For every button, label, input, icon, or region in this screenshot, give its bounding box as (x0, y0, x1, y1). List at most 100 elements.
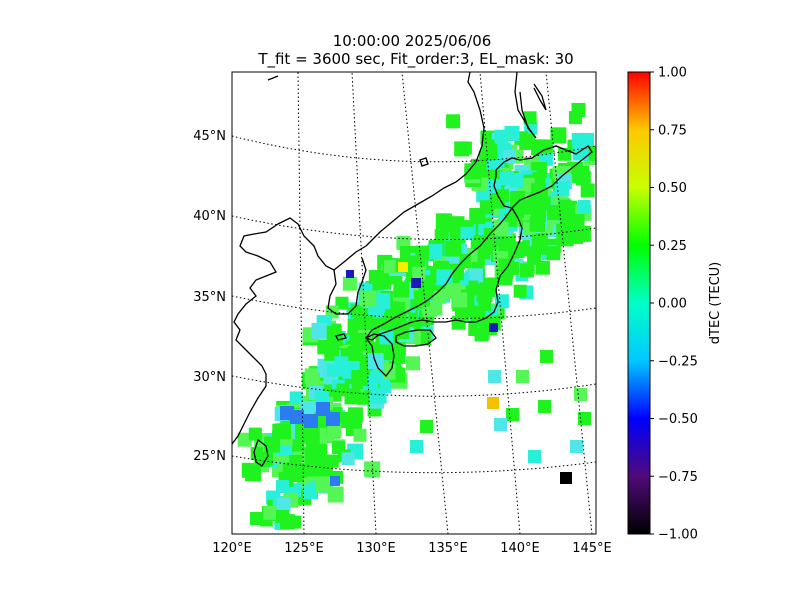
meridian-135e (401, 72, 449, 534)
lon-label-125: 125°E (284, 541, 324, 556)
dtec-tile (360, 290, 377, 307)
dtec-tile (484, 236, 498, 250)
dtec-tile (392, 350, 406, 364)
dtec-tile (478, 298, 492, 311)
dtec-tile (446, 114, 461, 129)
dtec-tile (245, 465, 262, 482)
dtec-tile (263, 505, 278, 520)
dtec-tile (523, 111, 537, 125)
dtec-tile (580, 183, 595, 198)
dtec-tile-sparse (488, 370, 501, 383)
dtec-tile-negative (304, 414, 318, 428)
dtec-tile (321, 454, 334, 468)
dtec-tile (483, 277, 497, 291)
dtec-tile (304, 368, 320, 384)
lon-label-130: 130°E (356, 541, 396, 556)
figure-title-params: T_fit = 3600 sec, Fit_order:3, EL_mask: … (257, 50, 573, 69)
longitude-labels: 120°E 125°E 130°E 135°E 140°E 145°E (212, 541, 612, 556)
parallel-30n (232, 375, 596, 397)
dtec-tile (352, 333, 367, 348)
coast-taiwan (253, 438, 269, 467)
dtec-tile-sparse (538, 400, 551, 413)
dtec-tile (433, 290, 447, 304)
lon-label-145: 145°E (572, 541, 612, 556)
parallel-40n (232, 215, 596, 241)
colorbar-tick-label: −0.25 (658, 354, 698, 369)
parallel-25n (232, 455, 596, 474)
colorbar-gradient (627, 71, 651, 535)
lon-label-135: 135°E (428, 541, 468, 556)
dtec-tile-sparse (528, 450, 541, 463)
dtec-tile (311, 322, 328, 339)
lon-label-140: 140°E (500, 541, 540, 556)
dtec-tile (556, 223, 573, 240)
dtec-tile (436, 269, 453, 286)
colorbar-tick-label: −1.00 (658, 528, 698, 543)
dtec-tile (304, 460, 321, 477)
dtec-tile (460, 226, 474, 240)
dtec-tile (571, 133, 585, 146)
dtec-tile-sparse (506, 408, 519, 421)
dtec-tile (531, 233, 548, 250)
dtec-tile (341, 452, 355, 466)
map-frame (231, 71, 597, 535)
lon-label-120: 120°E (212, 541, 252, 556)
coast-sakhalin (514, 72, 547, 139)
colorbar-tick-label: 0.00 (658, 297, 687, 312)
coast-jeju (335, 333, 347, 341)
dtec-tile (370, 370, 384, 384)
dtec-tile (527, 251, 542, 265)
dtec-tile (494, 221, 509, 236)
dtec-tile (499, 171, 514, 186)
dtec-tile (474, 327, 489, 342)
dtec-tile-sparse (494, 418, 507, 431)
dtec-tile (610, 108, 625, 123)
dtec-tile (481, 143, 498, 160)
dtec-tile (603, 107, 617, 121)
dtec-tile (451, 315, 466, 330)
dtec-tile-sparse (540, 350, 553, 363)
colorbar-label: dTEC (TECU) (708, 262, 723, 345)
dtec-tile (434, 229, 449, 244)
dtec-tile (575, 165, 590, 180)
colorbar-tick-label: 0.50 (658, 181, 687, 196)
dtec-tile (444, 283, 461, 299)
dtec-tile (574, 225, 591, 242)
coast-korea-china (232, 217, 367, 445)
dtec-tile (609, 174, 625, 190)
dtec-tile (571, 103, 586, 117)
dtec-tile-sparse (574, 388, 587, 401)
colorbar-tick-label: 1.00 (658, 66, 687, 81)
dtec-tile-negative (326, 412, 340, 426)
coast-shikoku (395, 329, 437, 347)
parallel-35n (232, 295, 596, 320)
map-panel (231, 71, 625, 535)
dtec-tile (412, 266, 426, 280)
dtec-tile-positive (487, 397, 499, 409)
colorbar-tick-label: 0.75 (658, 123, 687, 138)
dtec-tile (327, 423, 342, 438)
dtec-tile (538, 139, 553, 154)
lat-label-30: 30°N (193, 370, 226, 385)
dtec-tile (519, 133, 536, 150)
dtec-tile-sparse (570, 440, 583, 453)
dtec-tile (469, 268, 484, 283)
coastlines (232, 72, 593, 467)
dtec-tile (569, 214, 585, 229)
dtec-tile (377, 275, 392, 290)
dtec-tile-negative (290, 410, 304, 424)
dtec-tile-strong-negative (346, 270, 354, 278)
dtec-tile-positive (398, 262, 408, 272)
dtec-tile (351, 370, 368, 386)
dtec-tile (415, 245, 430, 260)
colorbar-ticks: 1.00 0.75 0.50 0.25 0.00 −0.25 −0.50 −0.75 −1.00 (650, 66, 698, 543)
lat-label-45: 45°N (193, 129, 226, 144)
dtec-tile (342, 276, 357, 291)
dtec-tile (289, 391, 303, 405)
dtec-tile-sparse (276, 510, 289, 523)
dtec-tile (513, 284, 527, 298)
dtec-tile (604, 116, 617, 129)
dtec-tile (458, 141, 472, 155)
figure-title-time: 10:00:00 2025/06/06 (333, 32, 492, 50)
lat-label-25: 25°N (193, 449, 226, 464)
